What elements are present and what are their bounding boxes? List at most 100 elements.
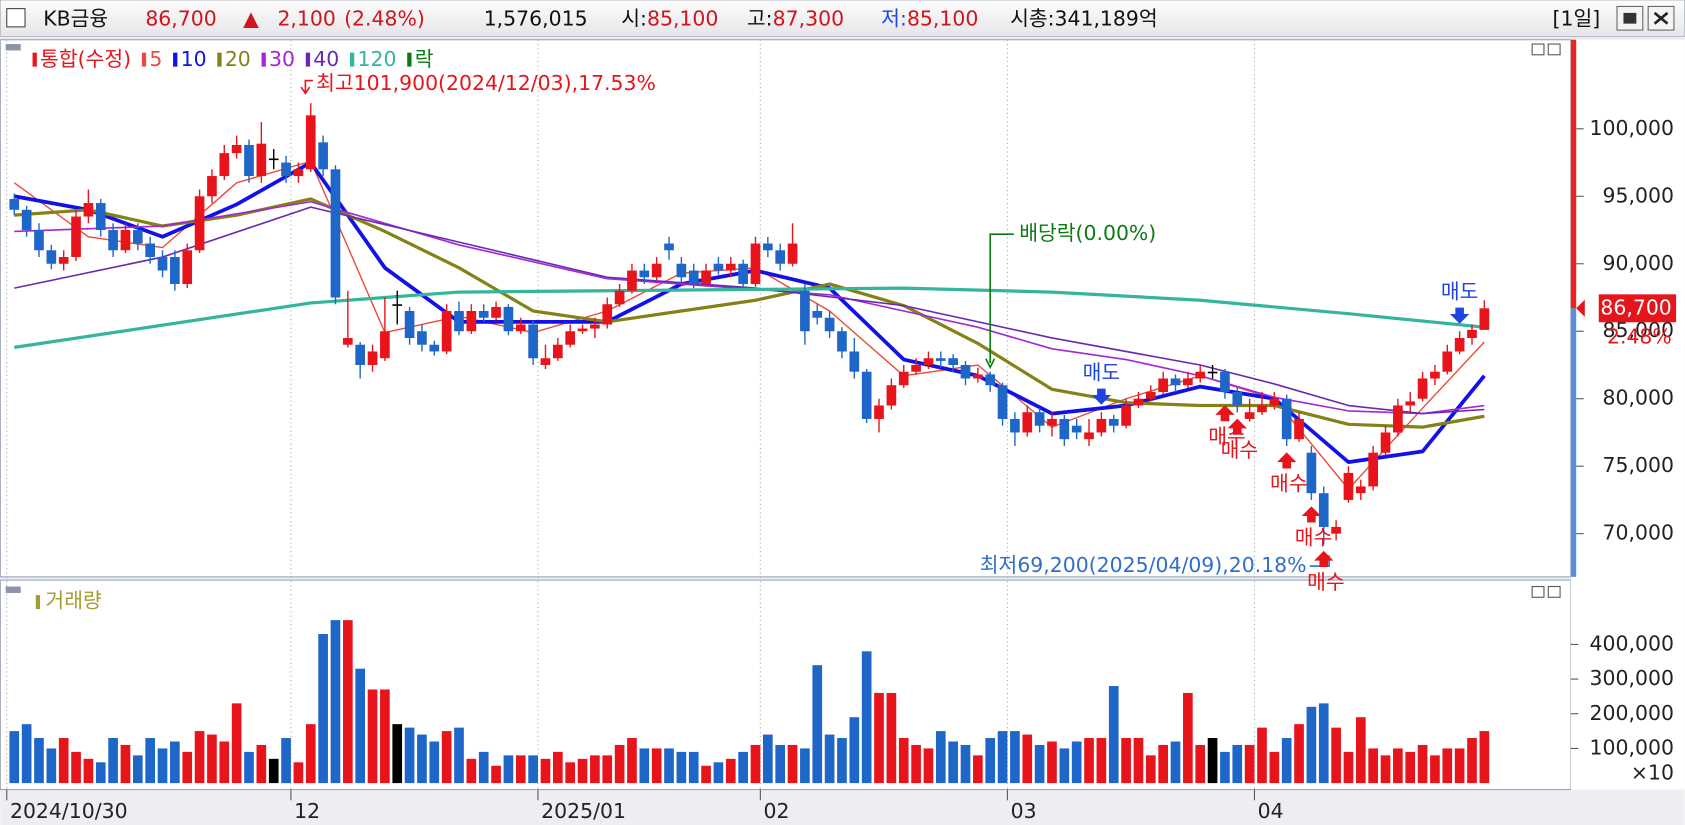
candle-body	[71, 216, 81, 258]
candle-body	[281, 162, 291, 177]
price-badge-label: 86,700	[1600, 295, 1671, 319]
up-arrow: ▲	[243, 6, 259, 30]
candle-body	[46, 250, 57, 264]
volume-bar	[997, 731, 1008, 784]
volume-bar	[948, 741, 958, 784]
volume-bar	[935, 731, 946, 784]
volume-bar	[478, 751, 489, 784]
volume-bar	[1405, 751, 1416, 784]
period[interactable]: [1일]	[1553, 6, 1601, 30]
candle-body	[1442, 351, 1453, 372]
y-tick-label: 200,000	[1590, 701, 1674, 725]
volume-bar	[293, 762, 304, 784]
panel-handle[interactable]	[5, 586, 21, 593]
y-tick-label: 80,000	[1603, 386, 1674, 410]
volume-bar	[1195, 744, 1206, 784]
candle-body	[1269, 398, 1280, 406]
candle-body	[812, 310, 823, 318]
volume-bar	[1084, 738, 1094, 784]
volume-bar	[985, 738, 996, 784]
candle-body	[614, 290, 625, 305]
candle-body	[219, 153, 230, 177]
candle-body	[207, 176, 217, 197]
volume-unit: ×10	[1631, 760, 1674, 784]
candle-body	[824, 317, 835, 332]
volume-bar	[861, 651, 872, 784]
panel-handle[interactable]	[5, 44, 21, 51]
volume-bar	[1430, 755, 1440, 784]
candle-body	[1281, 398, 1292, 440]
dividend-label: 배당락(0.00%)	[1019, 221, 1156, 245]
candle-body	[997, 385, 1008, 419]
legend-swatch	[305, 52, 311, 67]
close-panel-button[interactable]	[1547, 43, 1561, 56]
candle-body	[454, 310, 464, 332]
volume-bar	[417, 734, 427, 784]
legend-swatch	[350, 52, 355, 67]
candle-body	[305, 115, 316, 170]
volume-bar	[1108, 686, 1119, 784]
candle-body	[1145, 391, 1156, 399]
candle-body	[676, 263, 687, 278]
price-badge-change: 2.48%	[1607, 324, 1672, 348]
low-label: 저:	[881, 6, 907, 30]
buy-label: 매수	[1295, 526, 1333, 550]
volume-bar	[1183, 692, 1193, 784]
maximize-button[interactable]	[1531, 43, 1545, 56]
candle-body	[960, 364, 971, 379]
volume-bar	[898, 738, 909, 784]
candle-body	[688, 270, 699, 285]
x-tick-label: 02	[764, 799, 790, 823]
candle-body	[1405, 401, 1416, 406]
volume-bar	[367, 689, 378, 784]
checkbox[interactable]	[6, 8, 26, 28]
volume-bar	[1158, 744, 1168, 784]
candle-body	[1207, 371, 1218, 374]
candle-body	[1232, 391, 1243, 406]
candle-body	[429, 344, 440, 352]
candle-body	[1047, 418, 1057, 426]
candle-body	[1306, 452, 1317, 494]
volume-bar	[1034, 744, 1045, 784]
volume-bar	[664, 748, 674, 784]
volume-bar	[960, 744, 971, 784]
candle-body	[231, 145, 242, 154]
volume-bar	[688, 751, 699, 784]
volume-bar	[1318, 703, 1329, 784]
volume-bar	[330, 620, 341, 784]
volume-bar	[46, 748, 57, 784]
volume-bar	[886, 692, 897, 784]
candle-body	[244, 145, 254, 177]
volume-bar	[157, 748, 168, 784]
maximize-button[interactable]	[1531, 585, 1545, 598]
candle-body	[478, 310, 489, 318]
volume-bar	[627, 738, 637, 784]
volume-bar	[713, 762, 724, 784]
legend-label: 5	[149, 47, 162, 71]
volume-bar	[651, 748, 662, 784]
legend-label: 락	[415, 47, 434, 71]
volume-bar	[837, 738, 847, 784]
y-tick-label: 300,000	[1590, 666, 1674, 690]
candle-body	[145, 243, 155, 258]
volume-bar	[194, 731, 205, 784]
candle-body	[935, 358, 946, 361]
candle-body	[268, 158, 279, 161]
y-tick-label: 100,000	[1590, 735, 1674, 759]
candle-body	[194, 196, 205, 251]
open-value: 85,100	[647, 6, 718, 30]
volume-bar	[602, 755, 613, 784]
close-panel-button[interactable]	[1547, 585, 1561, 598]
candle-body	[1121, 405, 1131, 426]
sell-label: 매도	[1441, 280, 1479, 304]
volume-bar	[281, 738, 291, 784]
volume-bar	[318, 633, 328, 784]
volume-bar	[540, 758, 551, 784]
volume-bar	[83, 758, 94, 784]
candle-body	[1133, 398, 1144, 406]
volume-bar	[763, 734, 773, 784]
candle-body	[293, 169, 304, 177]
volume-bar	[1257, 727, 1267, 784]
candle-body	[787, 243, 798, 264]
